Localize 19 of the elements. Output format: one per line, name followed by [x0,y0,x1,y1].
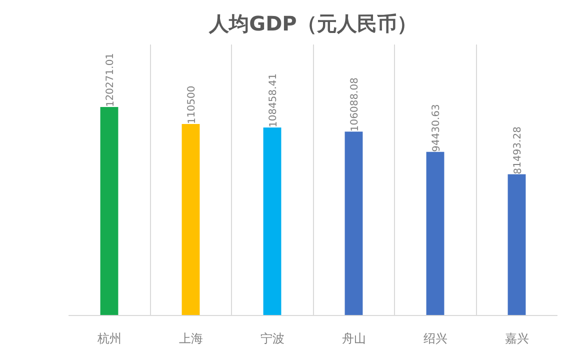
x-tick-label: 绍兴 [423,332,448,346]
data-label: 94430.63 [431,104,442,152]
bar [508,174,526,316]
bar [182,124,200,316]
bar [100,107,118,316]
bar [344,132,363,316]
data-label: 120271.01 [105,52,116,108]
data-label: 81493.28 [512,126,524,174]
chart-title: 人均GDP（元人民币） [208,12,417,36]
x-tick-label: 上海 [178,332,203,346]
x-tick-label: 杭州 [96,332,122,346]
x-tick-label: 舟山 [342,332,366,346]
data-label: 108458.41 [268,73,280,128]
data-label: 106088.08 [350,78,361,132]
x-tick-label: 嘉兴 [504,332,529,346]
x-tick-label: 宁波 [260,332,284,346]
data-label: 110500 [186,86,198,124]
bar [263,128,282,316]
bar [426,152,444,316]
